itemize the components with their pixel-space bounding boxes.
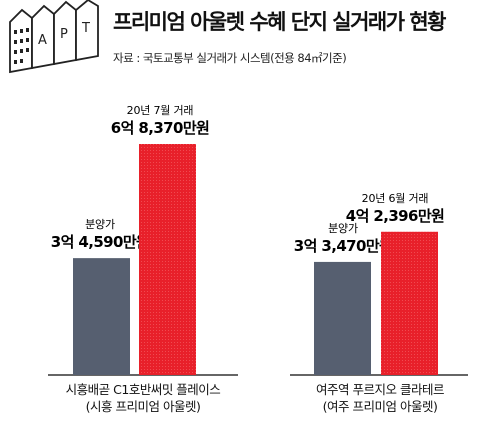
chart-title: 프리미엄 아울렛 수혜 단지 실거래가 현황: [113, 10, 447, 34]
bar-g1-1: [73, 258, 130, 375]
category-1-line2: (시흥 프리미엄 아울렛): [85, 399, 201, 414]
logo-letter-a: A: [38, 33, 47, 48]
bar-value-label-g2-1: 3억 3,470만원: [294, 237, 393, 255]
chart-source: 자료 : 국토교통부 실거래가 시스템(전용 84㎡기준): [113, 51, 347, 65]
bar-value-label-g1-1: 3억 4,590만원: [51, 233, 150, 251]
apartment-logo-icon: A P T: [9, 0, 99, 74]
category-label-1: 시흥배곧 C1호반써밋 플레이스 (시흥 프리미엄 아울렛): [28, 381, 258, 415]
bar-value-label-g1-2: 6억 8,370만원: [111, 119, 210, 137]
logo-letter-t: T: [81, 21, 90, 36]
bar-g2-1: [314, 261, 371, 375]
category-2-line2: (여주 프리미엄 아울렛): [322, 399, 438, 414]
logo-letter-p: P: [60, 27, 68, 42]
bar-label-top-g2-1: 분양가: [328, 222, 358, 235]
category-label-2: 여주역 푸르지오 클라테르 (여주 프리미엄 아울렛): [270, 381, 490, 415]
bar-label-top-g2-2: 20년 6월 거래: [362, 192, 429, 205]
bar-g2-2: [381, 231, 438, 375]
category-1-line1: 시흥배곧 C1호반써밋 플레이스: [65, 382, 221, 397]
bar-label-top-g1-2: 20년 7월 거래: [127, 104, 194, 117]
bar-label-top-g1-1: 분양가: [85, 218, 115, 231]
category-2-line1: 여주역 푸르지오 클라테르: [316, 382, 444, 397]
bar-g1-2: [139, 144, 196, 375]
bar-value-label-g2-2: 4억 2,396만원: [346, 207, 445, 225]
